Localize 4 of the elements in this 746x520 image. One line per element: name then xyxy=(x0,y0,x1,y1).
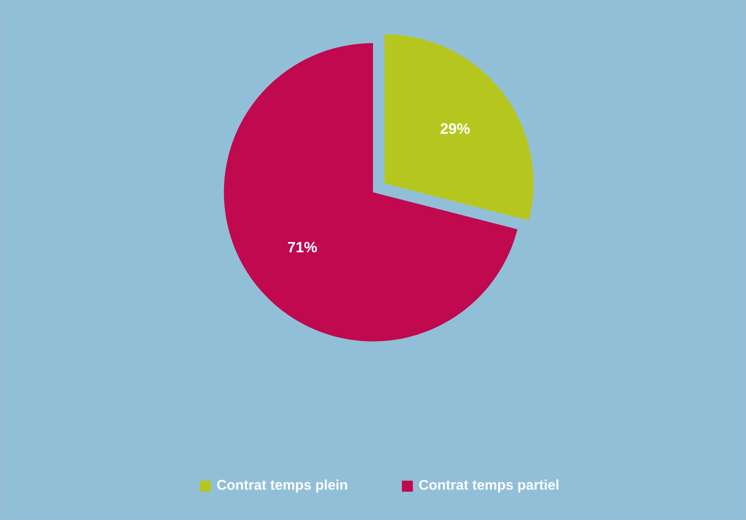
legend-label: Contrat temps partiel xyxy=(419,479,558,492)
data-label: 71% xyxy=(288,242,317,252)
data-label: 29% xyxy=(440,123,470,134)
legend-label: Contrat temps plein xyxy=(217,479,348,492)
